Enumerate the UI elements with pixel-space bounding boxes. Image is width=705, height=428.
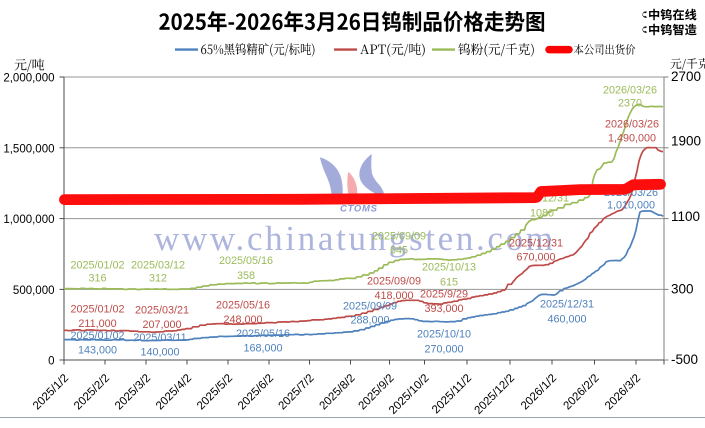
svg-text:2026/3/2: 2026/3/2 (603, 372, 643, 412)
svg-text:2025/01/02: 2025/01/02 (70, 330, 124, 342)
svg-text:2025/10/13: 2025/10/13 (422, 262, 476, 274)
svg-text:2,000,000: 2,000,000 (3, 73, 54, 85)
svg-text:2025/01/02: 2025/01/02 (70, 304, 124, 316)
svg-text:670,000: 670,000 (516, 252, 555, 264)
svg-text:2025/1/2: 2025/1/2 (31, 372, 71, 412)
svg-text:1,500,000: 1,500,000 (3, 143, 54, 155)
svg-text:2025/2/2: 2025/2/2 (72, 372, 112, 412)
svg-text:2370: 2370 (618, 98, 642, 110)
svg-text:2025/05/16: 2025/05/16 (236, 328, 290, 340)
svg-text:393,000: 393,000 (424, 303, 463, 315)
svg-text:2025/10/10: 2025/10/10 (417, 329, 471, 341)
svg-text:500,000: 500,000 (13, 285, 55, 297)
svg-text:2025/12/2: 2025/12/2 (472, 372, 517, 417)
svg-text:1900: 1900 (671, 134, 701, 149)
svg-text:270,000: 270,000 (424, 344, 463, 356)
svg-text:2025/11/2: 2025/11/2 (430, 372, 474, 416)
svg-text:2025/09/09: 2025/09/09 (372, 231, 426, 243)
svg-text:2025/8/2: 2025/8/2 (317, 372, 357, 412)
svg-text:2025/5/2: 2025/5/2 (195, 372, 235, 412)
svg-text:2025/12/31: 2025/12/31 (540, 299, 594, 311)
svg-text:143,000: 143,000 (78, 345, 117, 357)
svg-text:2025/05/16: 2025/05/16 (219, 255, 273, 267)
svg-text:248,000: 248,000 (223, 314, 262, 326)
svg-text:615: 615 (440, 277, 458, 289)
svg-text:207,000: 207,000 (142, 319, 181, 331)
svg-text:300: 300 (671, 282, 694, 297)
svg-text:-500: -500 (671, 352, 698, 367)
svg-text:2025/03/11: 2025/03/11 (133, 332, 186, 344)
svg-text:1,010,000: 1,010,000 (607, 200, 655, 212)
svg-text:0: 0 (48, 356, 54, 368)
svg-text:140,000: 140,000 (140, 347, 179, 359)
svg-text:2025/03/12: 2025/03/12 (131, 260, 185, 272)
svg-text:2025/09/09: 2025/09/09 (367, 276, 421, 288)
svg-text:2025/7/2: 2025/7/2 (276, 372, 316, 412)
svg-text:CTOMS: CTOMS (340, 204, 378, 215)
svg-text:2025/4/2: 2025/4/2 (154, 372, 194, 412)
svg-text:645: 645 (390, 245, 408, 257)
svg-text:2025/01/02: 2025/01/02 (70, 260, 124, 272)
svg-text:www.chinatungsten.com: www.chinatungsten.com (154, 219, 553, 258)
svg-text:2025/12/31: 2025/12/31 (509, 238, 563, 250)
svg-text:1100: 1100 (671, 209, 700, 224)
svg-text:288,000: 288,000 (350, 315, 389, 327)
svg-text:358: 358 (237, 270, 255, 282)
svg-text:418,000: 418,000 (374, 290, 413, 302)
svg-text:2026/1/2: 2026/1/2 (519, 372, 559, 412)
svg-text:1080: 1080 (530, 208, 554, 220)
svg-text:2025/3/2: 2025/3/2 (113, 372, 153, 412)
svg-text:2026/03/26: 2026/03/26 (605, 119, 659, 131)
svg-text:211,000: 211,000 (78, 318, 116, 330)
svg-text:312: 312 (149, 273, 167, 285)
svg-text:2026/2/2: 2026/2/2 (561, 372, 601, 412)
svg-text:168,000: 168,000 (243, 343, 282, 355)
svg-text:1,490,000: 1,490,000 (608, 133, 656, 145)
svg-text:316: 316 (88, 273, 106, 285)
svg-text:2700: 2700 (671, 69, 701, 84)
svg-text:2025/05/16: 2025/05/16 (216, 300, 270, 312)
svg-text:2025/09/09: 2025/09/09 (343, 301, 397, 313)
svg-text:2025/03/21: 2025/03/21 (135, 305, 189, 317)
svg-text:1,000,000: 1,000,000 (3, 214, 54, 226)
svg-text:2025/9/29: 2025/9/29 (420, 289, 468, 301)
svg-text:460,000: 460,000 (547, 314, 586, 326)
svg-text:2026/03/26: 2026/03/26 (603, 85, 657, 97)
svg-text:2025/6/2: 2025/6/2 (236, 372, 276, 412)
